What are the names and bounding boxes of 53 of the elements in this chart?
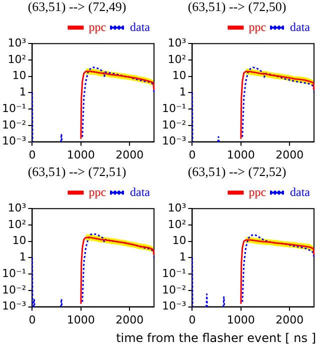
y-tick-label: 10⁻¹ (162, 266, 186, 280)
y-tick-label: 10² (168, 52, 186, 66)
y-tick-label: 10² (8, 52, 26, 66)
y-tick-label: 10⁻² (162, 283, 186, 296)
y-tick-label: 1 (19, 86, 26, 99)
y-tick-label: 10 (12, 234, 26, 248)
x-tick-label: 0 (188, 313, 196, 326)
y-tick-label: 10⁻³ (2, 134, 26, 148)
chart-title: (63,51) --> (72,52) (188, 164, 286, 180)
y-tick-label: 10 (172, 234, 186, 248)
x-tick-label: 2000 (276, 148, 304, 162)
y-tick-label: 10⁻³ (162, 300, 186, 313)
y-tick-label: 1 (179, 86, 186, 99)
y-tick-label: 10³ (8, 201, 26, 214)
y-tick-label: 10³ (8, 36, 26, 50)
x-tick-label: 1000 (226, 148, 255, 162)
y-tick-label: 10⁻³ (162, 134, 186, 148)
y-tick-label: 10 (12, 69, 26, 82)
legend-label: data (290, 184, 311, 199)
y-tick-label: 10⁻¹ (2, 266, 26, 280)
chart-title: (63,51) --> (72,50) (188, 0, 286, 14)
y-tick-label: 10⁻² (162, 118, 186, 132)
x-axis-title: time from the flasher event [ ns ] (115, 331, 316, 345)
chart-title: (63,51) --> (72,49) (28, 0, 126, 14)
x-tick-label: 0 (188, 148, 196, 162)
y-tick-label: 10⁻² (2, 118, 26, 132)
x-tick-label: 1000 (226, 313, 255, 326)
x-tick-label: 1000 (66, 148, 95, 162)
legend-label: ppc (88, 20, 106, 34)
y-tick-label: 10³ (168, 201, 186, 214)
y-tick-label: 10⁻¹ (2, 102, 26, 115)
y-tick-label: 10² (168, 218, 186, 231)
legend-label: data (290, 20, 311, 34)
x-tick-label: 0 (28, 148, 36, 162)
legend-label: data (130, 184, 151, 199)
chart-title: (63,51) --> (72,51) (28, 164, 126, 180)
legend-label: ppc (248, 20, 266, 34)
y-tick-label: 10² (8, 218, 26, 231)
y-tick-label: 1 (19, 250, 26, 264)
y-tick-label: 10⁻² (2, 283, 26, 296)
x-tick-label: 1000 (66, 313, 95, 326)
legend-label: data (130, 20, 151, 34)
x-tick-label: 2000 (276, 313, 304, 326)
x-tick-label: 0 (28, 313, 36, 326)
x-tick-label: 2000 (116, 148, 144, 162)
y-tick-label: 10 (172, 69, 186, 82)
y-tick-label: 10⁻¹ (162, 102, 186, 115)
y-tick-label: 10⁻³ (2, 300, 26, 313)
legend-label: ppc (88, 184, 106, 199)
y-tick-label: 1 (179, 250, 186, 264)
y-tick-label: 10³ (168, 36, 186, 50)
legend-label: ppc (248, 184, 266, 199)
x-tick-label: 2000 (116, 313, 144, 326)
